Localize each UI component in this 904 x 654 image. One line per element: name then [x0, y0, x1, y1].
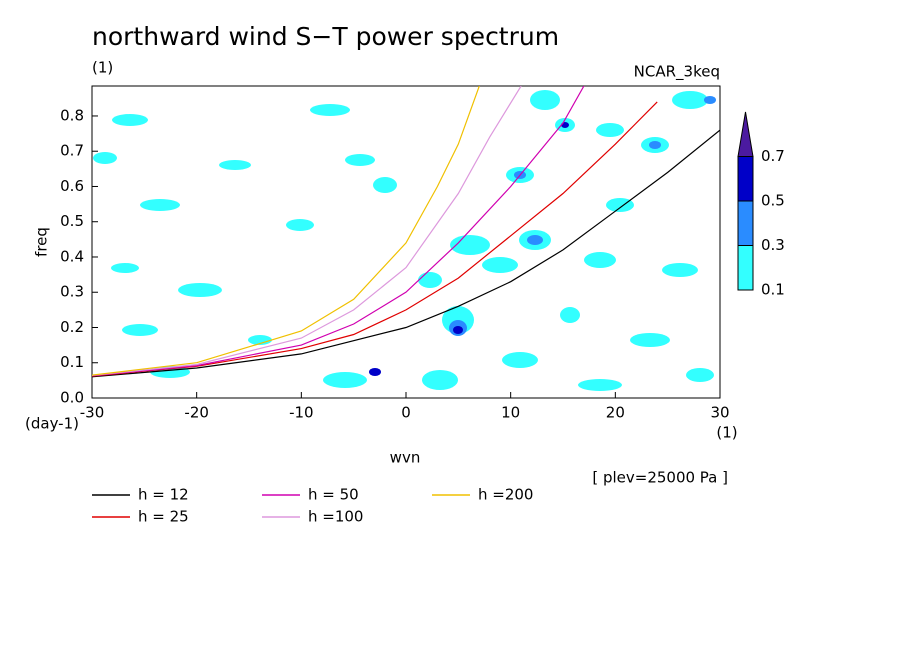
x-tick-label: 0: [401, 404, 411, 422]
y-tick-label: 0.2: [60, 318, 84, 336]
y-tick-label: 0.1: [60, 353, 84, 371]
legend-label: h = 12: [138, 486, 189, 504]
contour: [323, 372, 367, 388]
contour: [345, 154, 375, 166]
x-unit: (1): [716, 424, 737, 442]
colorbar-label: 0.3: [761, 236, 785, 254]
legend-label: h = 50: [308, 486, 359, 504]
contour: [422, 370, 458, 390]
contour: [704, 96, 716, 104]
contour: [672, 91, 708, 109]
colorbar-label: 0.1: [761, 281, 785, 299]
contour: [122, 324, 158, 336]
colorbar-segment: [737, 200, 754, 246]
contour: [584, 252, 616, 268]
curves: [92, 86, 720, 378]
curve: [92, 101, 658, 377]
contour-field: [93, 90, 716, 391]
x-axis-label: wvn: [390, 449, 421, 467]
y-tick-label: 0.7: [60, 142, 84, 160]
y-axis-label: freq: [33, 227, 51, 257]
contour: [93, 152, 117, 164]
contour: [111, 263, 139, 273]
curve: [92, 129, 720, 378]
colorbar-label: 0.5: [761, 192, 785, 210]
curve: [92, 86, 480, 376]
x-tick-label: -20: [184, 404, 209, 422]
contour: [578, 379, 622, 391]
source: NCAR_3keq: [634, 63, 720, 82]
x-tick-label: -10: [289, 404, 314, 422]
contour: [248, 335, 272, 345]
contour: [482, 257, 518, 273]
contour: [310, 104, 350, 116]
colorbar-label: 0.7: [761, 147, 785, 165]
legend-label: h =200: [478, 486, 533, 504]
y-tick-label: 0.0: [60, 389, 84, 407]
contour: [286, 219, 314, 231]
contour: [418, 272, 442, 288]
contour: [596, 123, 624, 137]
contour: [112, 114, 148, 126]
x-tick-label: 10: [501, 404, 520, 422]
contour: [140, 199, 180, 211]
contour: [178, 283, 222, 297]
y-tick-label: 0.8: [60, 106, 84, 124]
contour: [662, 263, 698, 277]
contour: [502, 352, 538, 368]
contour: [219, 160, 251, 170]
contour: [450, 235, 490, 255]
contour: [369, 368, 381, 376]
x-tick-label: 20: [606, 404, 625, 422]
annotation: [ plev=25000 Pa ]: [592, 469, 728, 487]
chart-title: northward wind S−T power spectrum: [92, 22, 559, 51]
subtitle: (1): [92, 59, 113, 77]
y-unit: (day-1): [25, 415, 79, 433]
y-tick-label: 0.3: [60, 283, 84, 301]
contour: [561, 122, 569, 128]
y-tick-label: 0.5: [60, 212, 84, 230]
x-tick-label: 30: [710, 404, 729, 422]
legend-label: h = 25: [138, 508, 189, 526]
contour: [606, 198, 634, 212]
x-tick-label: -30: [80, 404, 105, 422]
contour: [527, 235, 543, 245]
legend-label: h =100: [308, 508, 363, 526]
contour: [630, 333, 670, 347]
y-tick-label: 0.6: [60, 177, 84, 195]
colorbar-segment: [737, 245, 754, 291]
contour: [649, 141, 661, 149]
curve: [92, 86, 585, 377]
curve: [92, 86, 522, 376]
contour: [453, 326, 463, 334]
contour: [530, 90, 560, 110]
colorbar-segment: [737, 156, 754, 202]
contour: [686, 368, 714, 382]
contour: [373, 177, 397, 193]
colorbar-extension: [737, 111, 754, 157]
contour: [560, 307, 580, 323]
y-tick-label: 0.4: [60, 247, 84, 265]
